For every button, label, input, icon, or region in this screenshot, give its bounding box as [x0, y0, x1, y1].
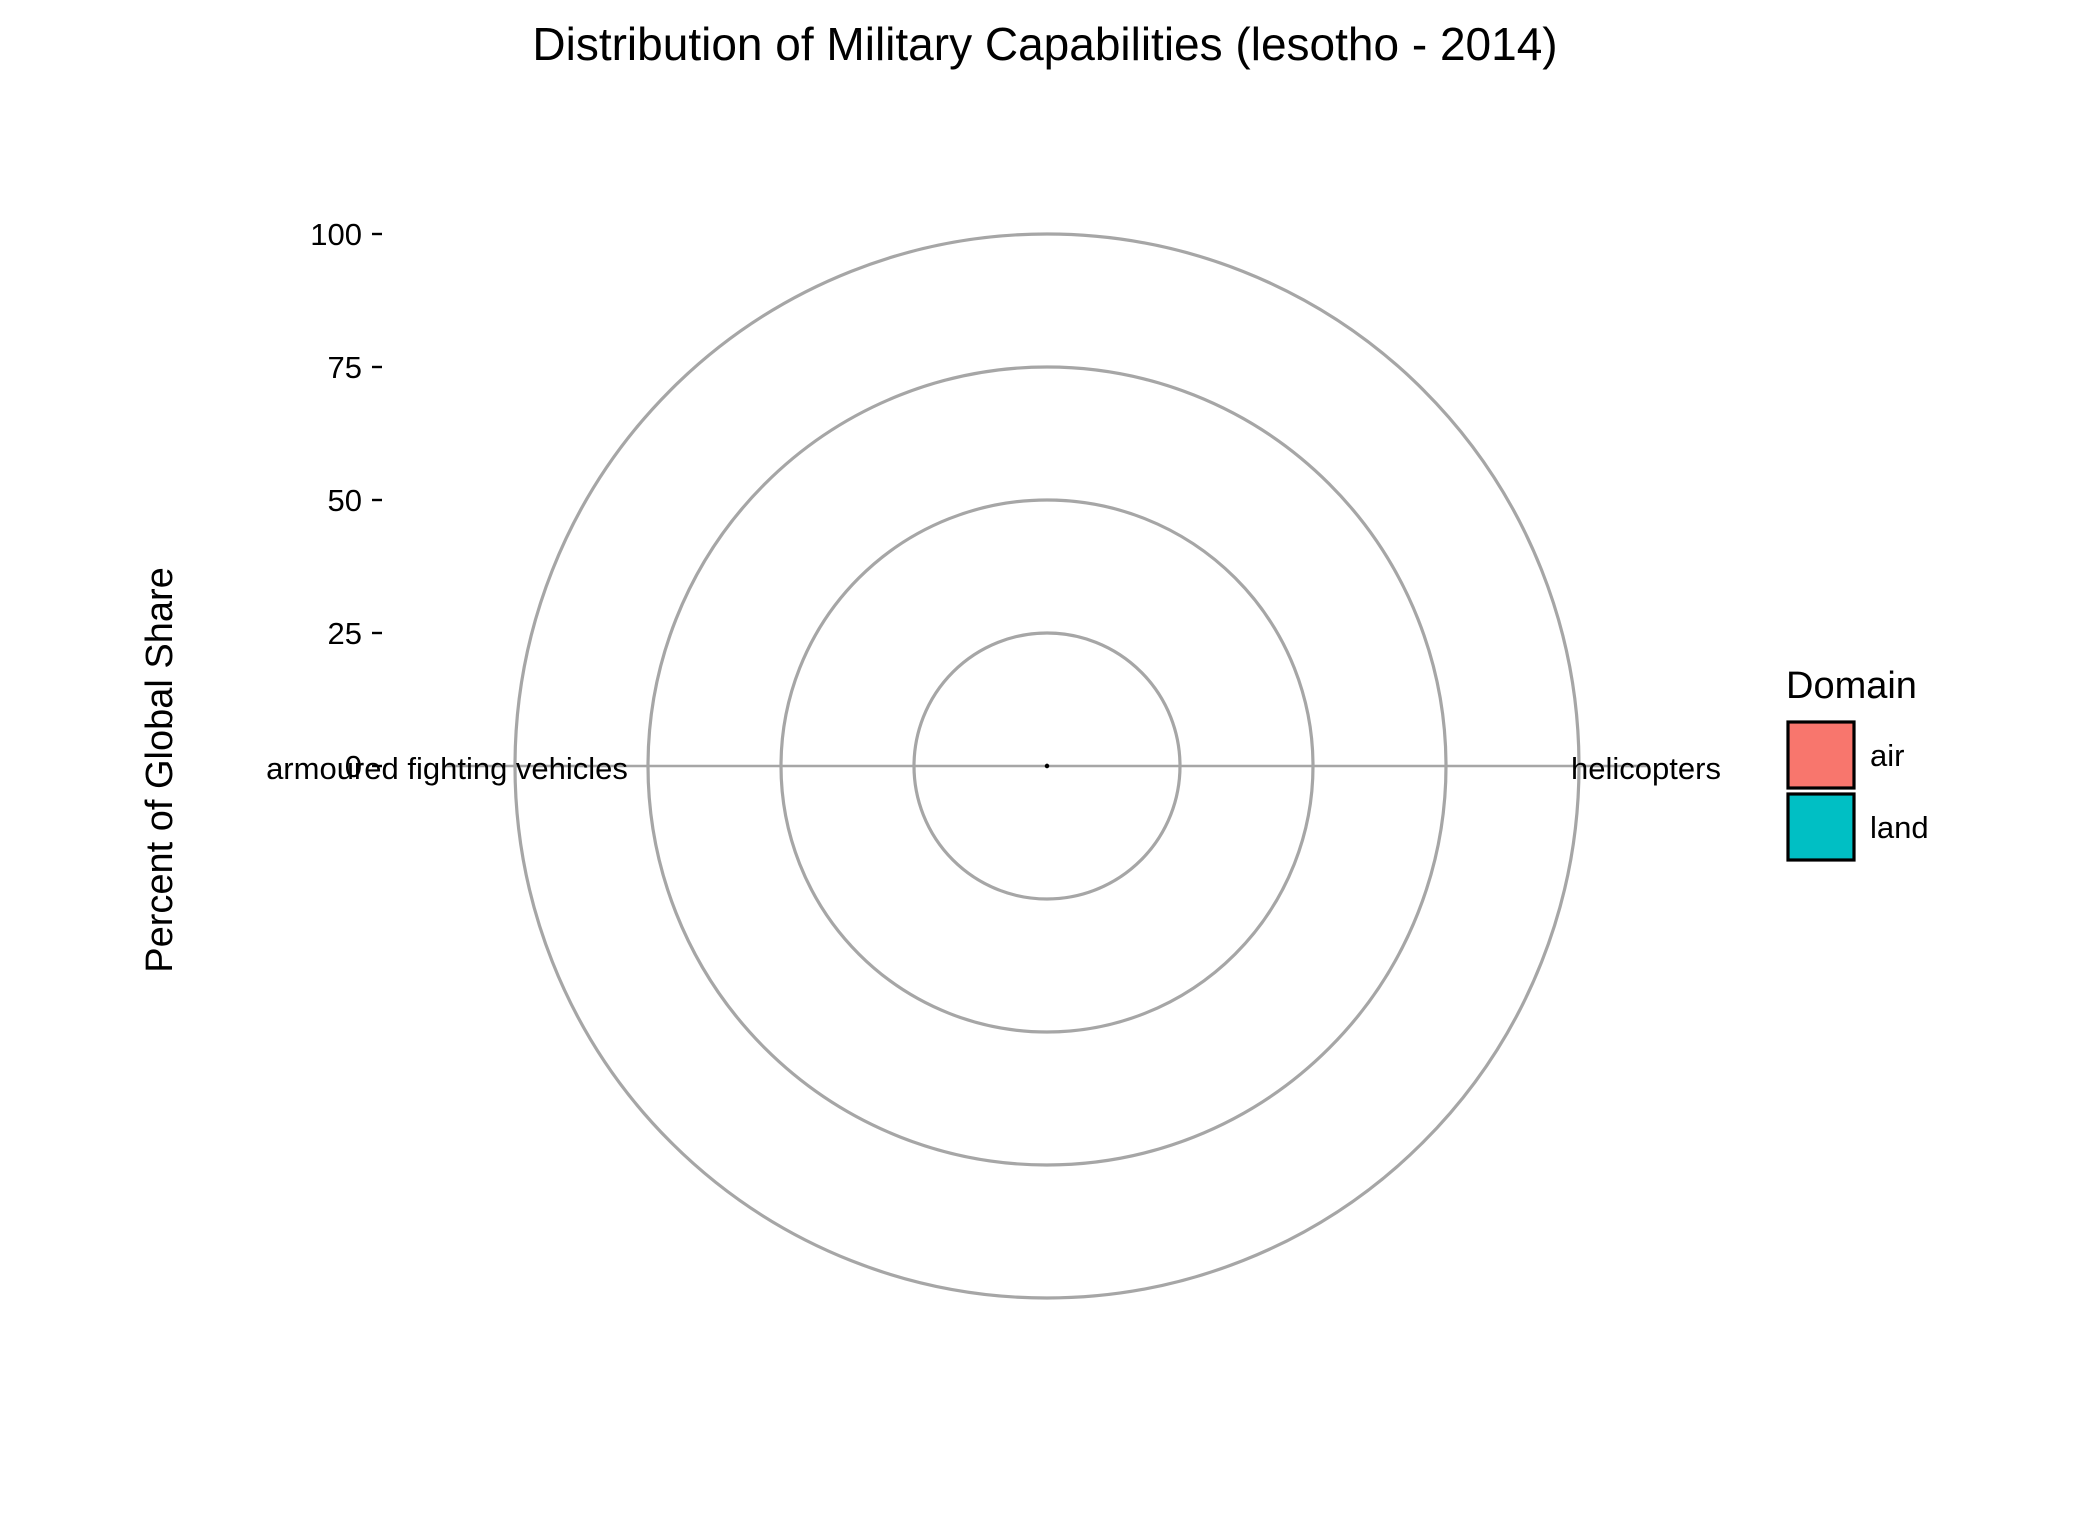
legend-swatch-land [1786, 792, 1856, 862]
legend: Domain air land [1786, 665, 1929, 862]
data-point-land-armoured-fighting-vehicles [1044, 763, 1050, 769]
y-tick-label-100: 100 [310, 217, 362, 252]
data-marks [1044, 763, 1050, 769]
y-axis-title: Percent of Global Share [139, 567, 181, 973]
y-tick-label-50: 50 [328, 483, 362, 518]
category-labels: helicopters armoured fighting vehicles [266, 751, 1721, 786]
legend-label-air: air [1870, 738, 1904, 773]
y-axis-ticks: 0 25 50 75 100 [310, 217, 382, 784]
legend-swatch-air [1786, 720, 1856, 790]
category-label-helicopters: helicopters [1571, 751, 1721, 786]
y-tick-label-25: 25 [328, 616, 362, 651]
polar-grid [445, 232, 1649, 1300]
category-label-armoured-fighting-vehicles: armoured fighting vehicles [266, 751, 628, 786]
legend-title: Domain [1786, 665, 1917, 707]
legend-label-land: land [1870, 810, 1929, 845]
y-tick-label-75: 75 [328, 350, 362, 385]
y-tick-label-0: 0 [345, 749, 362, 784]
chart-title: Distribution of Military Capabilities (l… [532, 18, 1557, 70]
